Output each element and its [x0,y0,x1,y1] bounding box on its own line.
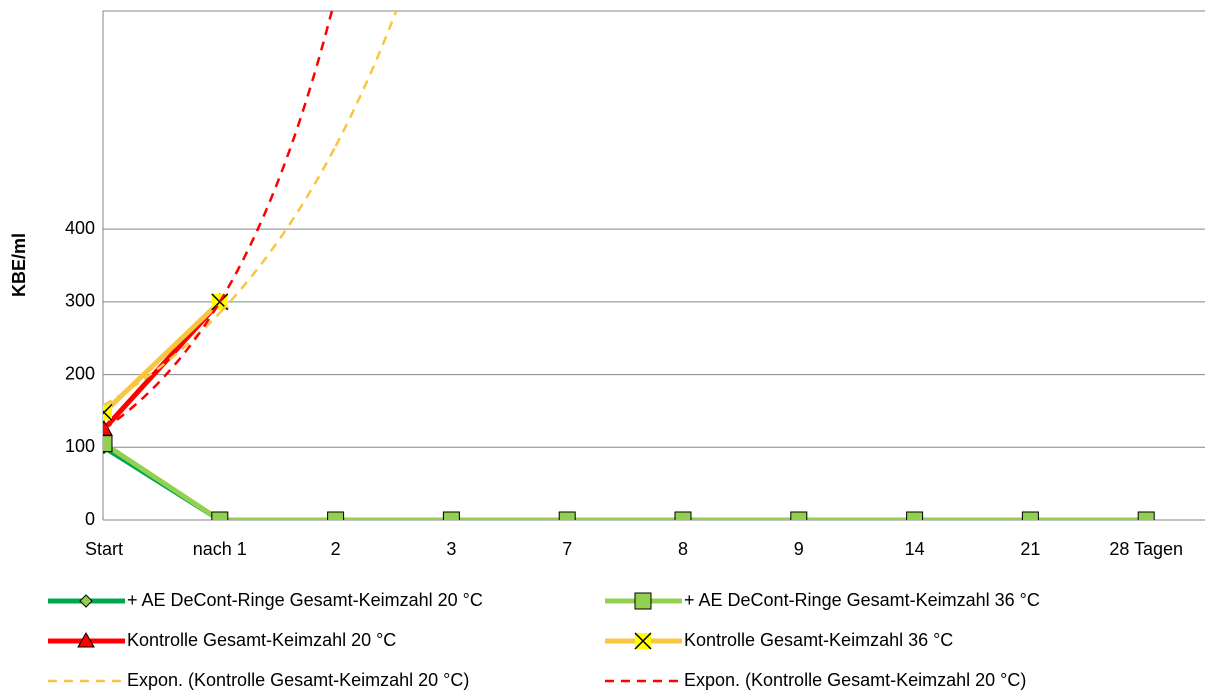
legend-label: Expon. (Kontrolle Gesamt-Keimzahl 20 °C) [127,670,469,690]
legend-marker [77,631,95,648]
trend-line [218,145,337,314]
legend-label: + AE DeCont-Ringe Gesamt-Keimzahl 20 °C [127,590,483,610]
legend-label: Expon. (Kontrolle Gesamt-Keimzahl 20 °C) [684,670,1026,690]
legend-label: + AE DeCont-Ringe Gesamt-Keimzahl 36 °C [684,590,1040,610]
legend-entry: Expon. (Kontrolle Gesamt-Keimzahl 20 °C) [605,670,1026,690]
x-tick-label: 21 [1020,539,1040,559]
legend-label: Kontrolle Gesamt-Keimzahl 20 °C [127,630,396,650]
marker [327,511,345,520]
marker [1137,511,1155,520]
marker [103,435,113,453]
marker [211,511,229,520]
legend-marker [634,592,652,610]
x-tick-label: 9 [794,539,804,559]
x-tick-label: 3 [446,539,456,559]
trend-line [334,11,398,147]
y-tick-label: 400 [65,218,95,238]
trend-line [103,311,221,407]
marker [558,511,576,520]
legend-entry: + AE DeCont-Ringe Gesamt-Keimzahl 20 °C [48,590,483,610]
trend-line [218,11,334,303]
y-tick-label: 0 [85,509,95,529]
legend-entry: Kontrolle Gesamt-Keimzahl 20 °C [48,630,396,650]
legend-label: Kontrolle Gesamt-Keimzahl 36 °C [684,630,953,650]
marker [1021,511,1039,520]
marker [79,594,93,608]
x-tick-label: 8 [678,539,688,559]
x-tick-label: 14 [905,539,925,559]
legend-entry: + AE DeCont-Ringe Gesamt-Keimzahl 36 °C [605,590,1040,610]
x-tick-label: nach 1 [193,539,247,559]
x-tick-label: 7 [562,539,572,559]
marker [674,511,692,520]
y-axis-label: KBE/ml [9,233,29,297]
x-tick-label: Start [85,539,123,559]
marker-x [634,632,652,650]
marker [634,592,652,610]
y-tick-label: 300 [65,291,95,311]
plot-area [103,11,1155,520]
y-tick-label: 100 [65,436,95,456]
legend-marker [79,594,93,608]
marker [906,511,924,520]
series-line [103,445,1147,520]
trend-line [103,301,221,431]
x-tick-label: 2 [331,539,341,559]
marker-bg [103,404,112,421]
marker [634,632,652,650]
marker-x [103,403,113,421]
x-tick-label: 28 Tagen [1109,539,1183,559]
marker [442,511,460,520]
legend-entry: Expon. (Kontrolle Gesamt-Keimzahl 20 °C) [48,670,469,690]
marker [790,511,808,520]
marker [77,631,95,648]
y-tick-label: 200 [65,363,95,383]
legend-entry: Kontrolle Gesamt-Keimzahl 36 °C [605,630,953,650]
legend-marker [634,632,652,650]
marker [103,403,113,421]
series-line [103,441,1147,520]
